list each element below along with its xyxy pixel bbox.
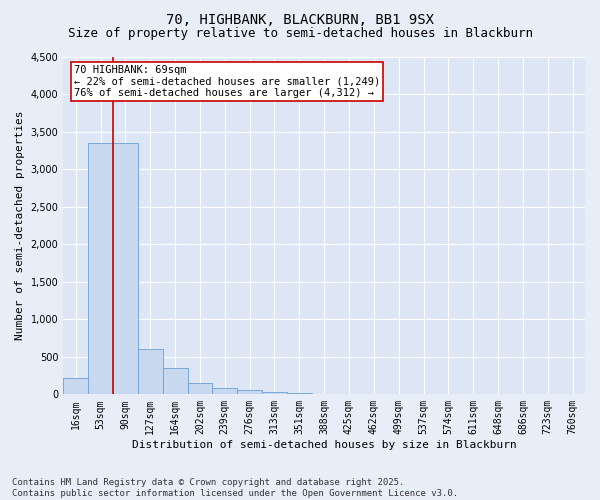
Text: 70, HIGHBANK, BLACKBURN, BB1 9SX: 70, HIGHBANK, BLACKBURN, BB1 9SX (166, 12, 434, 26)
Text: Size of property relative to semi-detached houses in Blackburn: Size of property relative to semi-detach… (67, 28, 533, 40)
Bar (212, 388, 237, 394)
Bar (138, 350, 163, 395)
Bar (287, 393, 312, 394)
Bar (262, 392, 287, 394)
Bar (163, 368, 188, 394)
Bar (113, 143, 138, 395)
Text: 70 HIGHBANK: 69sqm
← 22% of semi-detached houses are smaller (1,249)
76% of semi: 70 HIGHBANK: 69sqm ← 22% of semi-detache… (74, 65, 380, 98)
Bar (88, 143, 113, 395)
Text: Contains HM Land Registry data © Crown copyright and database right 2025.
Contai: Contains HM Land Registry data © Crown c… (12, 478, 458, 498)
Bar (188, 383, 212, 394)
Bar (63, 378, 88, 394)
X-axis label: Distribution of semi-detached houses by size in Blackburn: Distribution of semi-detached houses by … (132, 440, 517, 450)
Bar (237, 390, 262, 394)
Y-axis label: Number of semi-detached properties: Number of semi-detached properties (15, 110, 25, 340)
